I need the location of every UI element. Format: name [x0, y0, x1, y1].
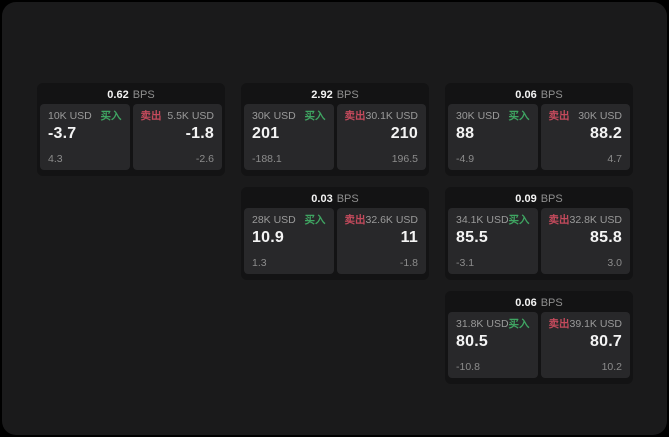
buy-size-label: 34.1K USD	[456, 214, 509, 226]
sell-panel[interactable]: 卖出 30.1K USD 210 196.5	[336, 104, 426, 170]
quote-panels: 28K USD 买入 10.9 1.3 卖出 32.6K USD 11 -1.8	[241, 208, 429, 274]
sell-panel[interactable]: 卖出 5.5K USD -1.8 -2.6	[132, 104, 222, 170]
sell-panel[interactable]: 卖出 30K USD 88.2 4.7	[540, 104, 630, 170]
sell-side-label: 卖出	[548, 214, 570, 226]
quote-card: 0.06 BPS 31.8K USD 买入 80.5 -10.8 卖出 39.1…	[445, 291, 633, 384]
buy-delta-value: -10.8	[456, 360, 480, 373]
sell-price-value: 85.8	[590, 228, 622, 246]
buy-panel[interactable]: 30K USD 买入 88 -4.9	[448, 104, 538, 170]
spread-header: 0.06 BPS	[445, 83, 633, 104]
buy-size-label: 31.8K USD	[456, 318, 509, 330]
quote-panels: 34.1K USD 买入 85.5 -3.1 卖出 32.8K USD 85.8…	[445, 208, 633, 274]
sell-size-label: 39.1K USD	[569, 318, 623, 330]
spread-value: 0.06	[515, 88, 537, 101]
buy-price-value: 80.5	[456, 332, 488, 350]
buy-size-label: 28K USD	[252, 214, 296, 226]
spread-header: 0.06 BPS	[445, 291, 633, 312]
sell-delta-value: 196.5	[391, 152, 418, 165]
sell-price-value: 80.7	[590, 332, 622, 350]
sell-delta-value: 3.0	[607, 256, 622, 269]
quote-panels: 10K USD 买入 -3.7 4.3 卖出 5.5K USD -1.8 -2.…	[37, 104, 225, 170]
buy-side-label: 买入	[508, 318, 530, 330]
bps-unit-label: BPS	[336, 192, 359, 205]
buy-side-label: 买入	[508, 214, 530, 226]
buy-panel[interactable]: 28K USD 买入 10.9 1.3	[244, 208, 334, 274]
buy-delta-value: -3.1	[456, 256, 475, 269]
buy-price-value: 85.5	[456, 228, 488, 246]
buy-size-label: 30K USD	[252, 110, 296, 122]
sell-size-label: 32.8K USD	[569, 214, 623, 226]
quote-panels: 30K USD 买入 201 -188.1 卖出 30.1K USD 210 1…	[241, 104, 429, 170]
sell-size-label: 32.6K USD	[365, 214, 419, 226]
sell-side-label: 卖出	[548, 318, 570, 330]
spread-header: 2.92 BPS	[241, 83, 429, 104]
spread-value: 2.92	[311, 88, 333, 101]
sell-delta-value: -2.6	[195, 152, 214, 165]
spread-value: 0.09	[515, 192, 537, 205]
bps-unit-label: BPS	[132, 88, 155, 101]
bps-unit-label: BPS	[336, 88, 359, 101]
buy-side-label: 买入	[304, 110, 326, 122]
quote-panels: 31.8K USD 买入 80.5 -10.8 卖出 39.1K USD 80.…	[445, 312, 633, 378]
sell-delta-value: 4.7	[607, 152, 622, 165]
spread-header: 0.62 BPS	[37, 83, 225, 104]
sell-price-value: 210	[390, 124, 418, 142]
sell-side-label: 卖出	[344, 214, 366, 226]
buy-size-label: 30K USD	[456, 110, 500, 122]
buy-panel[interactable]: 30K USD 买入 201 -188.1	[244, 104, 334, 170]
sell-price-value: 11	[400, 228, 418, 246]
buy-delta-value: 1.3	[252, 256, 267, 269]
quote-card: 0.03 BPS 28K USD 买入 10.9 1.3 卖出 32.6K US…	[241, 187, 429, 280]
sell-size-label: 30K USD	[578, 110, 622, 122]
quote-card: 0.06 BPS 30K USD 买入 88 -4.9 卖出 30K USD 8…	[445, 83, 633, 176]
sell-side-label: 卖出	[344, 110, 366, 122]
spread-value: 0.06	[515, 296, 537, 309]
buy-delta-value: 4.3	[48, 152, 63, 165]
quote-card: 0.62 BPS 10K USD 买入 -3.7 4.3 卖出 5.5K USD…	[37, 83, 225, 176]
buy-delta-value: -4.9	[456, 152, 475, 165]
spread-header: 0.03 BPS	[241, 187, 429, 208]
sell-side-label: 卖出	[140, 110, 162, 122]
sell-panel[interactable]: 卖出 32.6K USD 11 -1.8	[336, 208, 426, 274]
sell-size-label: 5.5K USD	[167, 110, 214, 122]
sell-delta-value: 10.2	[601, 360, 622, 373]
quote-panels: 30K USD 买入 88 -4.9 卖出 30K USD 88.2 4.7	[445, 104, 633, 170]
buy-size-label: 10K USD	[48, 110, 92, 122]
buy-panel[interactable]: 10K USD 买入 -3.7 4.3	[40, 104, 130, 170]
bps-unit-label: BPS	[540, 192, 563, 205]
buy-side-label: 买入	[508, 110, 530, 122]
spread-value: 0.03	[311, 192, 333, 205]
bps-unit-label: BPS	[540, 296, 563, 309]
buy-side-label: 买入	[100, 110, 122, 122]
buy-price-value: 10.9	[252, 228, 284, 246]
sell-panel[interactable]: 卖出 39.1K USD 80.7 10.2	[540, 312, 630, 378]
buy-delta-value: -188.1	[252, 152, 282, 165]
buy-panel[interactable]: 31.8K USD 买入 80.5 -10.8	[448, 312, 538, 378]
quote-card: 2.92 BPS 30K USD 买入 201 -188.1 卖出 30.1K …	[241, 83, 429, 176]
spread-value: 0.62	[107, 88, 129, 101]
spread-header: 0.09 BPS	[445, 187, 633, 208]
sell-size-label: 30.1K USD	[365, 110, 419, 122]
sell-side-label: 卖出	[548, 110, 570, 122]
sell-panel[interactable]: 卖出 32.8K USD 85.8 3.0	[540, 208, 630, 274]
buy-price-value: -3.7	[48, 124, 77, 142]
sell-price-value: 88.2	[590, 124, 622, 142]
buy-price-value: 88	[456, 124, 475, 142]
quote-card: 0.09 BPS 34.1K USD 买入 85.5 -3.1 卖出 32.8K…	[445, 187, 633, 280]
buy-panel[interactable]: 34.1K USD 买入 85.5 -3.1	[448, 208, 538, 274]
sell-delta-value: -1.8	[399, 256, 418, 269]
sell-price-value: -1.8	[185, 124, 214, 142]
bps-unit-label: BPS	[540, 88, 563, 101]
buy-price-value: 201	[252, 124, 280, 142]
buy-side-label: 买入	[304, 214, 326, 226]
